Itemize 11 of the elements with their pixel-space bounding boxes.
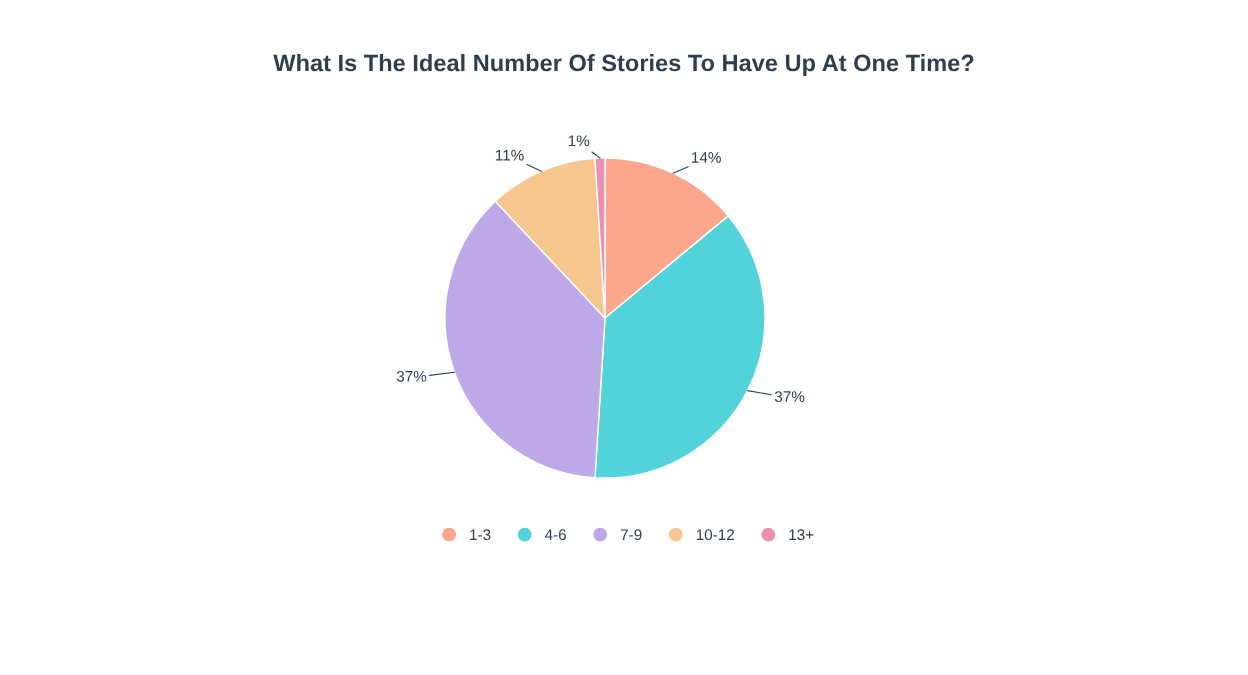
data-label: 14% <box>692 152 721 163</box>
chart-title: What Is The Ideal Number Of Stories To Have Up At One Time? <box>273 54 974 76</box>
legend-label: 1-3 <box>470 529 491 541</box>
data-label: 37% <box>774 391 805 402</box>
data-label: 37% <box>396 370 427 382</box>
legend-label: 7-9 <box>620 529 642 541</box>
data-label: 11% <box>495 149 524 161</box>
legend-label: 4-6 <box>544 529 566 541</box>
legend-label: 10-12 <box>696 529 734 541</box>
data-label: 1% <box>568 135 590 147</box>
legend-label: 13+ <box>789 529 814 541</box>
